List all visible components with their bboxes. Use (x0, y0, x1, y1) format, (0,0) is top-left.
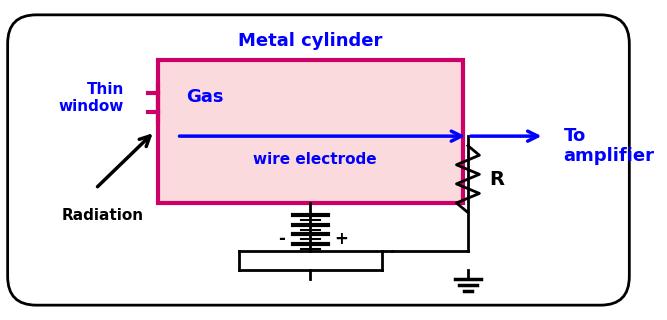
Text: +: + (334, 230, 348, 248)
Text: Metal cylinder: Metal cylinder (238, 32, 383, 50)
Text: -: - (278, 230, 285, 248)
Text: Gas: Gas (186, 88, 223, 106)
FancyBboxPatch shape (7, 15, 630, 305)
Bar (157, 60, 463, 203)
Text: Thin
window: Thin window (59, 82, 124, 114)
Text: R: R (489, 170, 504, 188)
Text: To
amplifier: To amplifier (564, 127, 654, 165)
Text: Radiation: Radiation (62, 208, 144, 223)
Text: wire electrode: wire electrode (253, 152, 377, 167)
